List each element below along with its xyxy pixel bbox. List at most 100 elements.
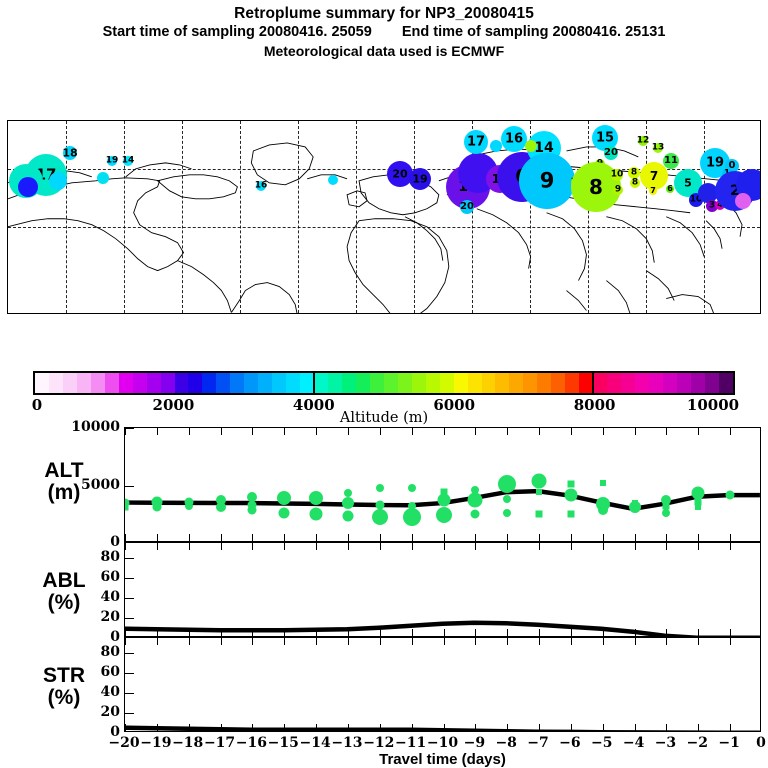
plume-marker [49,172,67,190]
plume-marker [638,136,648,146]
alt-scatter-dot [375,500,385,510]
axis-tick [125,534,126,541]
map-gridline-vertical [414,121,415,313]
alt-scatter-dot [725,490,735,500]
plume-marker [613,185,623,195]
alt-chart-panel[interactable] [124,427,761,542]
axis-tick [507,428,509,435]
axis-tick [188,534,190,541]
y-axis-tick-label: 0 [110,534,120,550]
axis-tick [570,543,572,550]
alt-scatter-dot [215,502,226,513]
axis-tick [570,428,572,435]
plume-marker [525,140,537,152]
axis-tick [475,428,477,435]
axis-tick [379,638,381,645]
colorbar-swatch [328,373,342,393]
axis-tick [443,534,445,541]
colorbar-swatch [118,373,133,393]
map-gridline-vertical [704,121,705,313]
colorbar-tick-label: 4000 [292,396,335,414]
map-gridline-vertical [530,121,531,313]
plume-marker [653,143,663,153]
axis-tick [347,724,349,731]
axis-tick [347,534,349,541]
alt-scatter-dot [309,507,323,521]
axis-tick [156,428,158,435]
plume-marker [611,169,623,181]
plume-marker-label: 2 [730,183,740,199]
plume-marker-label: 7 [650,186,656,195]
axis-tick [220,724,222,731]
abl-row-label: ABL (%) [42,569,86,614]
alt-scatter-dot [694,498,702,506]
axis-tick [443,428,445,435]
plume-marker-label: 8 [630,167,638,178]
axis-tick [539,629,541,636]
alt-scatter-dot [402,508,421,527]
colorbar-swatch [286,373,301,393]
x-axis-title: Travel time (days) [379,751,506,768]
str-line [125,725,760,731]
axis-tick [730,629,732,636]
x-axis-tick-label: −1 [718,735,740,751]
end-time-label: End time of sampling 20080416. 25131 [401,24,666,40]
axis-tick [125,653,134,654]
colorbar-separator [592,373,595,393]
plume-marker [328,175,338,185]
axis-tick [634,543,636,550]
plume-marker-label: 16 [504,131,524,147]
axis-tick [602,629,604,636]
x-axis-tick-label: −15 [267,735,299,751]
colorbar-swatch [481,373,496,393]
axis-tick [411,543,413,550]
world-map-panel[interactable]: 1718191416201918190201716149121512132091… [7,120,761,314]
axis-tick [316,543,318,550]
axis-tick [507,534,509,541]
axis-tick [730,534,732,541]
axis-tick [539,724,541,731]
axis-tick [602,638,604,645]
plume-marker-label: 10 [610,169,624,180]
page-title: Retroplume summary for NP3_20080415 [234,5,534,22]
axis-tick [411,638,413,645]
alt-scatter-dot [661,495,672,506]
colorbar-swatch [216,373,231,393]
map-gridline-vertical [588,121,589,313]
axis-tick [379,543,381,550]
plume-marker [666,185,674,193]
plume-marker [387,161,413,187]
axis-tick [411,428,413,435]
plume-marker [698,183,718,203]
alt-scatter-dot [695,503,702,510]
x-axis-tick-label: −12 [363,735,395,751]
plume-marker-label: 9 [614,184,622,195]
colorbar-tick-label: 6000 [433,396,476,414]
map-gridline-horizontal [8,168,760,170]
axis-tick [698,724,700,731]
colorbar-separator [313,373,316,393]
axis-tick [539,638,541,645]
axis-tick [602,724,604,731]
str-chart-panel[interactable] [124,637,761,732]
plume-marker-label: 14 [121,155,135,166]
plume-marker [460,200,474,214]
map-gridline-vertical [472,121,473,313]
colorbar-swatch [495,373,510,393]
plume-marker [649,187,657,195]
map-gridline-vertical [66,121,67,313]
axis-tick [698,428,700,435]
plume-marker [501,126,527,152]
alt-mean-line [125,488,760,512]
axis-tick [539,543,541,550]
alt-scatter-dot [662,502,670,510]
axis-tick [188,543,190,550]
plume-marker-label: 12 [636,135,650,146]
x-axis-tick-label: −13 [331,735,363,751]
abl-chart-panel[interactable] [124,542,761,637]
plume-marker-label: 20 [392,167,408,181]
alt-scatter-dot [597,504,608,515]
colorbar-swatch [467,373,482,393]
colorbar-swatch [662,373,677,393]
plume-marker-label: 11 [664,155,678,166]
